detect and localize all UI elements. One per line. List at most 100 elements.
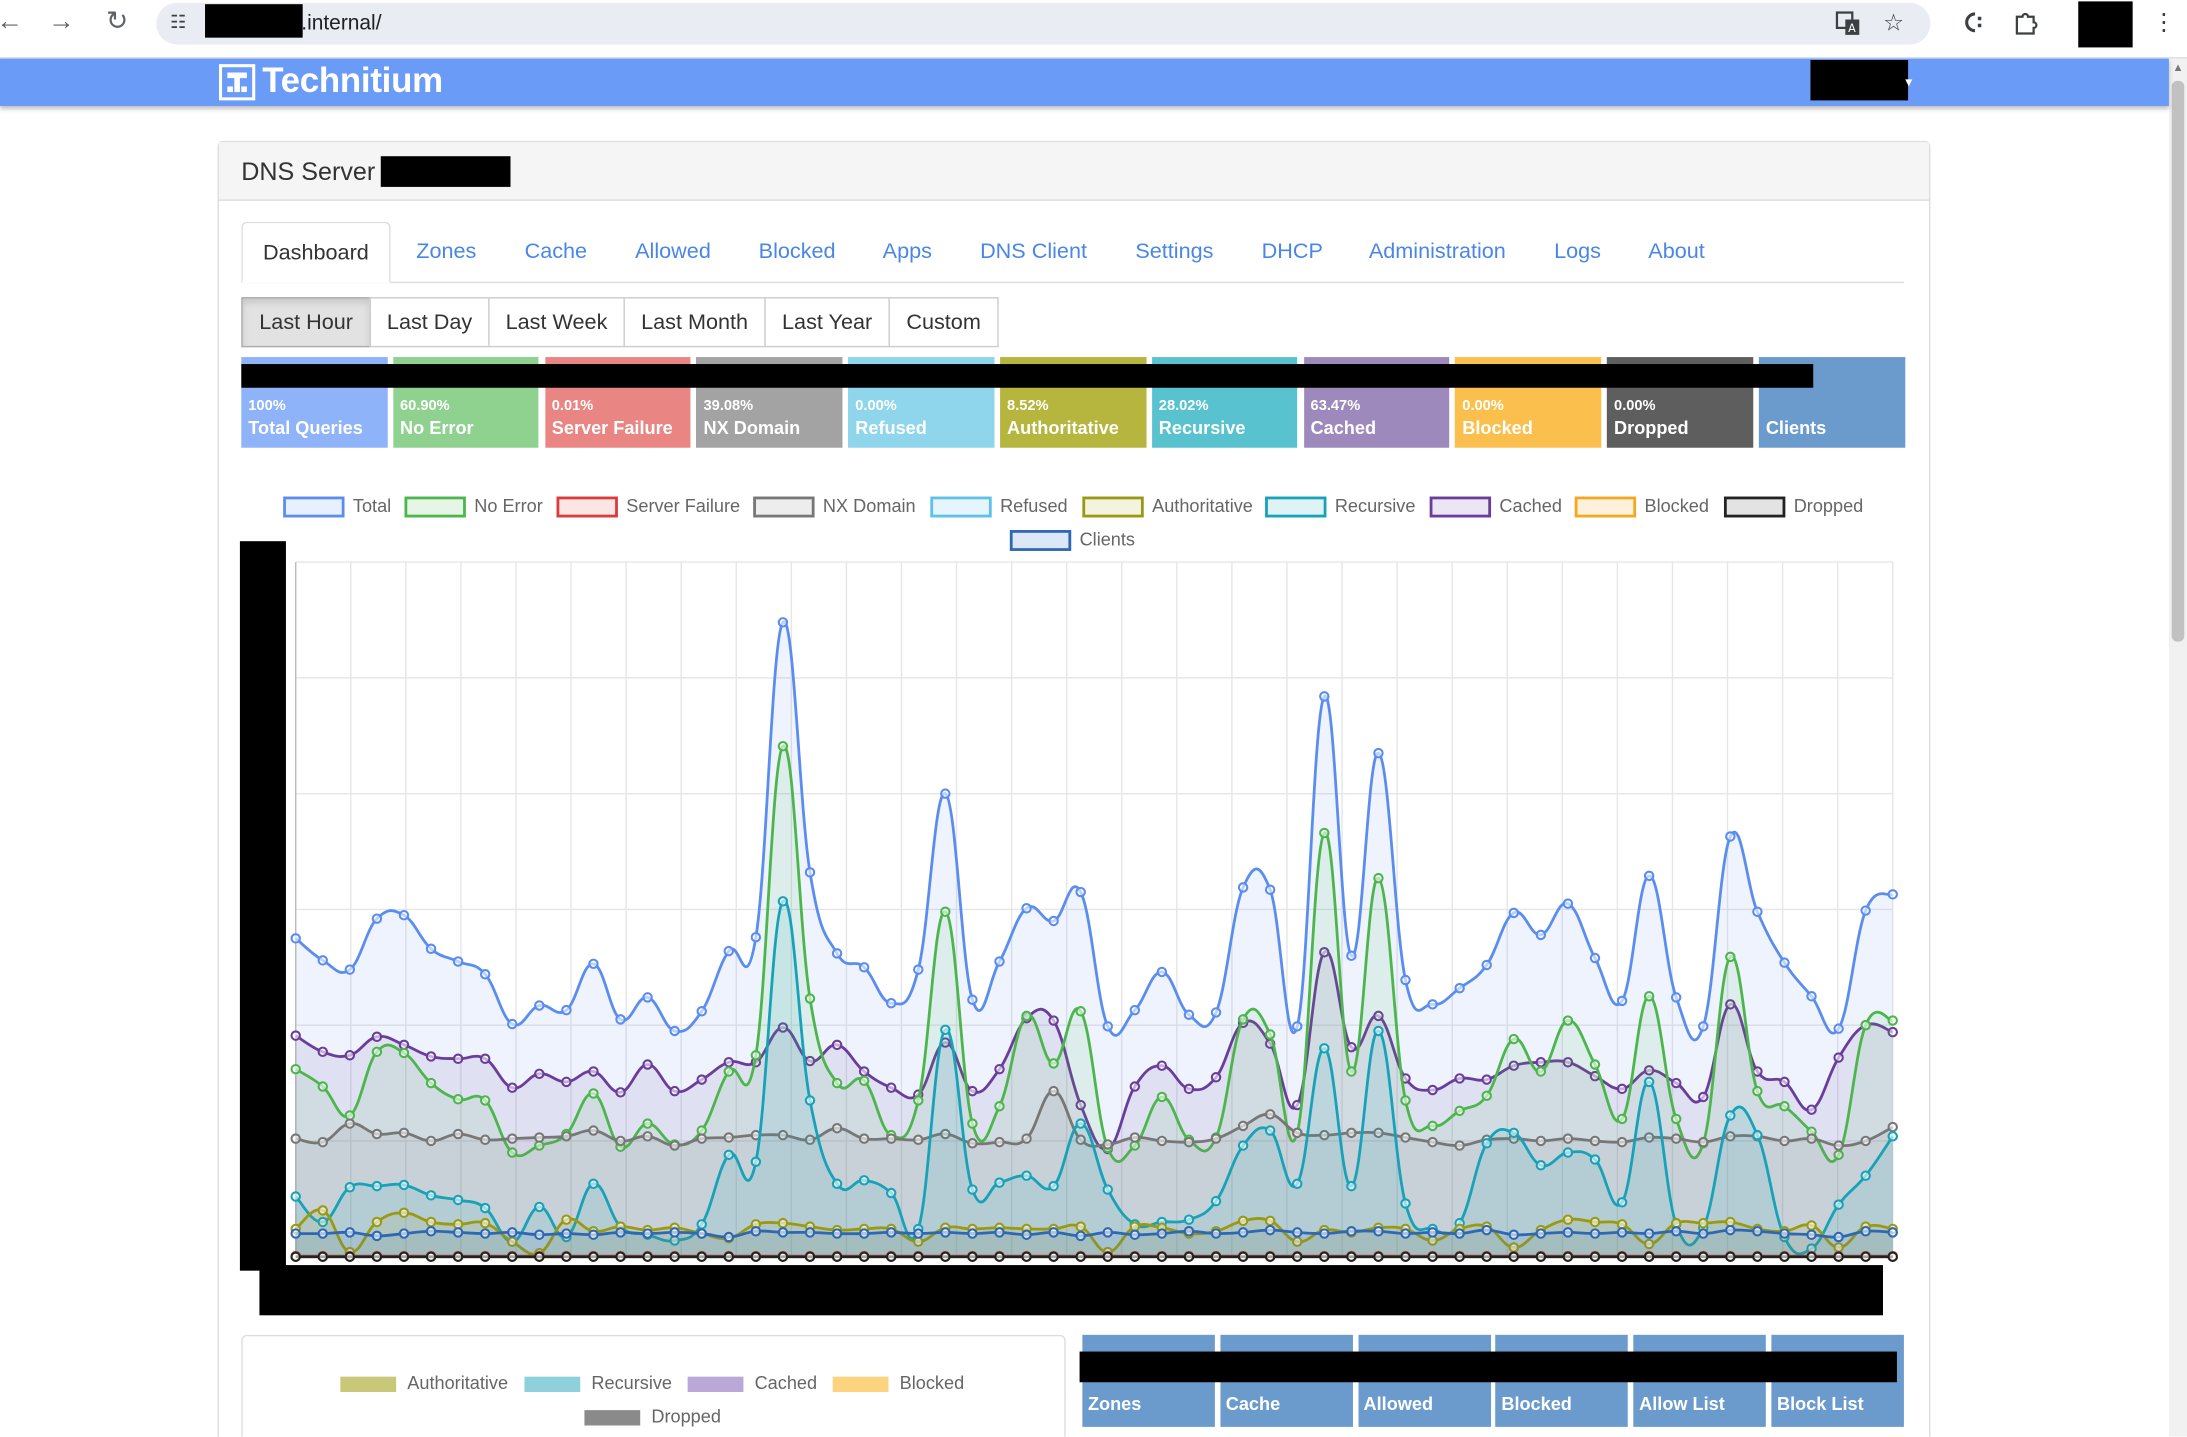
point-recursive xyxy=(940,1024,951,1036)
tab-allowed[interactable]: Allowed xyxy=(635,239,711,264)
tab-apps[interactable]: Apps xyxy=(882,239,932,264)
legend-swatch xyxy=(556,496,618,518)
point-cached xyxy=(1427,1084,1438,1096)
tab-zones[interactable]: Zones xyxy=(416,239,477,264)
point-no-error xyxy=(1643,991,1655,1002)
point-no-error xyxy=(1427,1120,1438,1132)
translate-icon[interactable]: A xyxy=(1834,10,1862,45)
point-no-error xyxy=(1346,1066,1357,1077)
legend-swatch xyxy=(1574,496,1637,518)
point-dropped xyxy=(696,1251,707,1262)
point-nx-domain xyxy=(1048,1085,1059,1097)
point-no-error xyxy=(398,1047,410,1059)
legend-swatch xyxy=(524,1376,581,1393)
site-info-icon[interactable]: ☷ xyxy=(170,11,187,33)
point-dropped xyxy=(452,1251,464,1262)
scrollbar-thumb[interactable] xyxy=(2171,80,2185,642)
point-nx-domain xyxy=(1725,1131,1736,1142)
point-nx-domain xyxy=(967,1138,978,1149)
point-total xyxy=(696,1006,707,1017)
point-cached xyxy=(1156,1060,1168,1071)
point-total xyxy=(1156,966,1168,978)
range-last-day-button[interactable]: Last Day xyxy=(369,297,490,348)
extensions-puzzle-icon[interactable] xyxy=(2013,8,2041,43)
profile-avatar[interactable] xyxy=(2078,1,2133,48)
bookmark-star-icon[interactable]: ☆ xyxy=(1882,9,1905,37)
legend-swatch xyxy=(1429,496,1492,518)
point-authoritative xyxy=(1589,1216,1601,1228)
point-dropped xyxy=(344,1251,356,1262)
point-nx-domain xyxy=(371,1128,383,1140)
point-total xyxy=(1833,1023,1844,1034)
scroll-up-arrow-icon[interactable]: ▲ xyxy=(2172,61,2184,74)
point-no-error xyxy=(1400,1095,1411,1106)
url-text: .internal/ xyxy=(301,11,382,35)
stat-percent: 63.47% xyxy=(1310,397,1361,415)
tab-dns-client[interactable]: DNS Client xyxy=(980,239,1088,264)
point-authoritative xyxy=(1237,1215,1249,1227)
tab-dashboard[interactable]: Dashboard xyxy=(241,221,391,284)
chevron-down-icon[interactable]: ▾ xyxy=(1905,75,1913,91)
range-last-week-button[interactable]: Last Week xyxy=(488,297,625,348)
point-recursive xyxy=(804,1095,816,1106)
point-clients xyxy=(290,1228,301,1239)
series-area-recursive xyxy=(295,900,1893,1257)
extension-c-icon[interactable] xyxy=(1958,8,1986,43)
range-last-month-button[interactable]: Last Month xyxy=(623,297,766,348)
point-dropped xyxy=(1048,1251,1059,1262)
brand-title[interactable]: Technitium xyxy=(262,61,443,101)
point-recursive xyxy=(534,1201,545,1213)
range-last-hour-button[interactable]: Last Hour xyxy=(241,297,372,348)
point-clients xyxy=(1346,1226,1357,1237)
point-dropped xyxy=(967,1251,978,1262)
legend-label: Dropped xyxy=(1793,495,1864,517)
point-total xyxy=(831,948,843,959)
legend-swatch xyxy=(753,496,815,518)
menu-kebab-icon[interactable]: ⋮ xyxy=(2152,8,2176,35)
tab-blocked[interactable]: Blocked xyxy=(758,239,836,264)
point-cached xyxy=(1508,1060,1520,1071)
tab-dhcp[interactable]: DHCP xyxy=(1261,239,1323,264)
forward-arrow-icon[interactable]: → xyxy=(48,6,75,37)
tab-settings[interactable]: Settings xyxy=(1135,239,1214,264)
point-clients xyxy=(913,1228,924,1239)
point-clients xyxy=(858,1228,870,1239)
point-nx-domain xyxy=(858,1133,870,1144)
point-no-error xyxy=(1725,951,1736,963)
point-cached xyxy=(1454,1073,1465,1084)
point-nx-domain xyxy=(317,1136,328,1148)
point-dropped xyxy=(371,1251,383,1262)
tab-logs[interactable]: Logs xyxy=(1554,239,1601,264)
stat-percent: 0.00% xyxy=(855,397,897,415)
range-last-year-button[interactable]: Last Year xyxy=(764,297,890,348)
tab-administration[interactable]: Administration xyxy=(1368,239,1506,264)
point-clients xyxy=(1752,1226,1763,1237)
reload-icon[interactable]: ↻ xyxy=(106,6,129,37)
tab-cache[interactable]: Cache xyxy=(524,239,588,264)
point-no-error xyxy=(913,1095,924,1106)
range-custom-button[interactable]: Custom xyxy=(888,297,999,348)
point-total xyxy=(1454,982,1465,994)
point-clients xyxy=(1373,1226,1384,1237)
point-clients xyxy=(1183,1226,1195,1237)
point-clients xyxy=(1833,1231,1844,1243)
stat-label: NX Domain xyxy=(703,417,801,438)
point-no-error xyxy=(1616,1113,1628,1125)
point-dropped xyxy=(615,1251,626,1262)
point-clients xyxy=(723,1231,735,1243)
back-arrow-icon[interactable]: ← xyxy=(0,6,28,39)
point-clients xyxy=(588,1229,599,1240)
user-menu[interactable] xyxy=(1810,59,1909,101)
point-clients xyxy=(1698,1228,1709,1239)
address-bar[interactable]: ☷ .internal/ A ☆ xyxy=(156,2,1931,45)
stat-percent: 60.90% xyxy=(400,397,450,415)
legend-swatch xyxy=(930,496,992,518)
point-no-error xyxy=(1048,1058,1059,1069)
point-nx-domain xyxy=(452,1128,464,1140)
stat-percent: 8.52% xyxy=(1007,397,1049,415)
legend-label: NX Domain xyxy=(822,495,916,517)
zone-label: Cache xyxy=(1225,1393,1281,1415)
point-nx-domain xyxy=(1373,1127,1384,1139)
tab-about[interactable]: About xyxy=(1648,239,1705,264)
point-cached xyxy=(669,1085,680,1097)
